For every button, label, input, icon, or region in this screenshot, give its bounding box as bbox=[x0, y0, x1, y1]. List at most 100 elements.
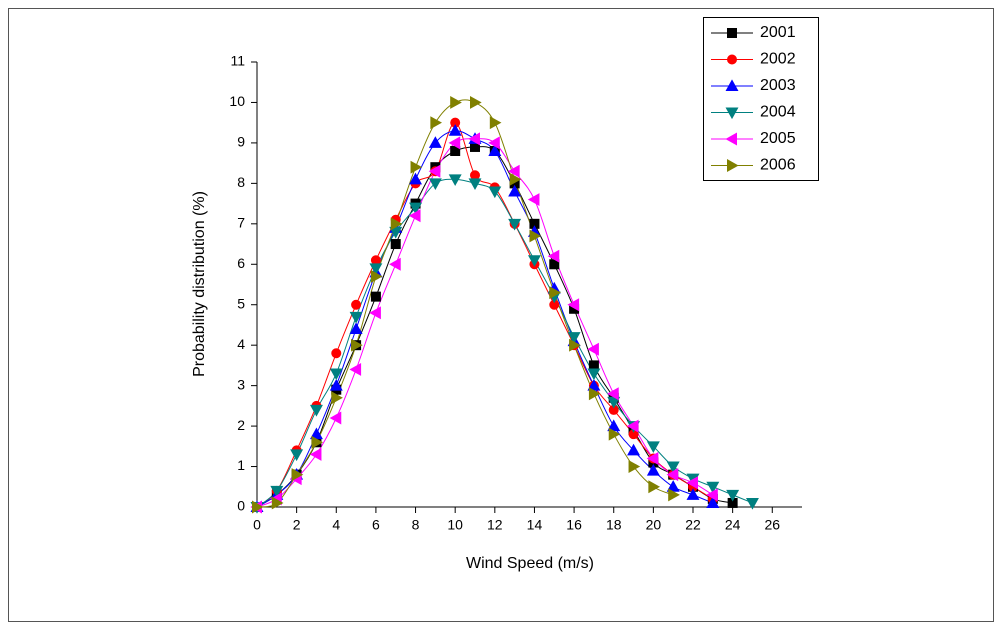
data-point bbox=[428, 136, 442, 148]
x-tick-label: 14 bbox=[527, 517, 543, 533]
legend-box bbox=[703, 17, 819, 181]
legend-marker bbox=[727, 159, 739, 172]
data-point bbox=[252, 500, 264, 514]
data-point bbox=[369, 306, 381, 320]
y-tick-label: 7 bbox=[237, 215, 245, 231]
data-point bbox=[668, 488, 680, 502]
series-line bbox=[256, 99, 674, 508]
data-point bbox=[588, 387, 601, 401]
data-point bbox=[329, 411, 342, 425]
data-point bbox=[329, 378, 343, 391]
data-point bbox=[666, 461, 680, 474]
data-point bbox=[567, 298, 580, 312]
data-point bbox=[489, 116, 502, 130]
data-point bbox=[547, 249, 560, 263]
x-tick-label: 12 bbox=[487, 517, 503, 533]
data-point bbox=[349, 311, 363, 324]
data-point bbox=[627, 443, 641, 456]
data-point bbox=[331, 348, 342, 359]
y-tick-label: 4 bbox=[237, 336, 245, 352]
data-point bbox=[527, 255, 541, 267]
data-point bbox=[646, 463, 660, 476]
legend-marker bbox=[725, 132, 737, 146]
data-point bbox=[745, 497, 759, 510]
data-point bbox=[726, 489, 740, 502]
data-point bbox=[706, 496, 720, 508]
data-point bbox=[370, 291, 381, 302]
legend-label: 2005 bbox=[760, 130, 796, 147]
x-tick-label: 4 bbox=[332, 517, 340, 533]
data-point bbox=[271, 496, 284, 510]
x-tick-label: 26 bbox=[764, 517, 780, 533]
data-point bbox=[329, 368, 343, 381]
series-line bbox=[256, 146, 733, 508]
data-point bbox=[587, 342, 599, 356]
data-point bbox=[607, 387, 619, 401]
data-point bbox=[666, 468, 679, 482]
data-point bbox=[587, 368, 601, 381]
legend-label: 2002 bbox=[760, 51, 796, 68]
legend-marker bbox=[727, 28, 737, 38]
data-point bbox=[369, 263, 383, 275]
data-point bbox=[508, 184, 522, 197]
y-tick-label: 8 bbox=[237, 174, 245, 190]
data-point bbox=[569, 338, 581, 352]
data-point bbox=[311, 435, 324, 449]
data-point bbox=[390, 239, 401, 250]
data-point bbox=[309, 447, 322, 461]
data-point bbox=[349, 362, 362, 376]
data-point bbox=[450, 95, 462, 109]
y-tick-label: 5 bbox=[237, 295, 245, 311]
data-point bbox=[549, 286, 561, 300]
data-point bbox=[628, 460, 641, 474]
data-point bbox=[646, 451, 659, 465]
data-point bbox=[488, 144, 502, 156]
data-point bbox=[686, 476, 698, 490]
data-point bbox=[509, 172, 522, 186]
y-tick-label: 0 bbox=[237, 498, 245, 514]
legend-label: 2004 bbox=[760, 104, 796, 121]
data-point bbox=[706, 488, 718, 502]
data-point bbox=[428, 178, 442, 191]
data-point bbox=[428, 164, 441, 178]
data-point bbox=[291, 468, 304, 482]
data-point bbox=[351, 338, 363, 352]
y-tick-label: 2 bbox=[237, 417, 245, 433]
legend-marker bbox=[725, 79, 739, 91]
data-point bbox=[470, 95, 482, 109]
data-point bbox=[349, 322, 363, 334]
series-line bbox=[256, 130, 714, 508]
y-tick-label: 1 bbox=[237, 457, 245, 473]
data-point bbox=[389, 257, 401, 271]
data-point bbox=[567, 332, 581, 344]
y-axis-label: Probability distribution (%) bbox=[191, 191, 208, 377]
x-tick-label: 20 bbox=[646, 517, 662, 533]
data-point bbox=[527, 193, 540, 207]
x-tick-label: 16 bbox=[566, 517, 582, 533]
data-point bbox=[448, 136, 461, 150]
y-tick-label: 9 bbox=[237, 134, 245, 150]
data-point bbox=[686, 488, 700, 500]
data-point bbox=[468, 132, 480, 146]
x-tick-label: 22 bbox=[685, 517, 701, 533]
legend-label: 2003 bbox=[760, 77, 796, 94]
legend-label: 2001 bbox=[760, 24, 796, 41]
data-point bbox=[529, 229, 542, 243]
x-tick-label: 24 bbox=[725, 517, 741, 533]
legend-label: 2006 bbox=[760, 157, 796, 174]
x-axis-label: Wind Speed (m/s) bbox=[466, 555, 594, 572]
data-point bbox=[706, 481, 720, 494]
data-point bbox=[646, 441, 660, 453]
data-point bbox=[370, 269, 383, 283]
data-point bbox=[508, 218, 522, 231]
x-tick-label: 0 bbox=[253, 517, 261, 533]
y-tick-label: 6 bbox=[237, 255, 245, 271]
data-point bbox=[351, 299, 362, 310]
data-point bbox=[309, 404, 323, 417]
frame bbox=[8, 8, 994, 622]
x-tick-label: 2 bbox=[293, 517, 301, 533]
data-point bbox=[448, 174, 462, 186]
legend-marker bbox=[725, 107, 739, 120]
